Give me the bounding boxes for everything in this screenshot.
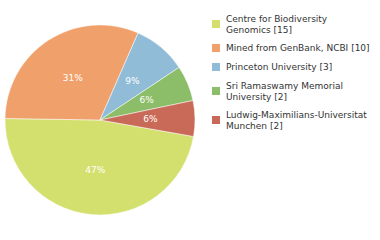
svg-text:Princeton University [3]: Princeton University [3] (226, 62, 332, 72)
svg-text:Mined from GenBank, NCBI [10]: Mined from GenBank, NCBI [10] (226, 43, 370, 53)
svg-text:31%: 31% (63, 73, 83, 83)
svg-text:6%: 6% (143, 114, 158, 124)
svg-text:Sri Ramaswamy Memorial: Sri Ramaswamy Memorial (226, 81, 343, 91)
svg-text:Ludwig-Maximilians-Universitat: Ludwig-Maximilians-Universitat (226, 110, 367, 120)
svg-text:Genomics [15]: Genomics [15] (226, 25, 292, 35)
svg-text:Centre for Biodiversity: Centre for Biodiversity (226, 14, 328, 24)
svg-text:Munchen [2]: Munchen [2] (226, 121, 283, 131)
svg-text:6%: 6% (139, 95, 154, 105)
svg-text:9%: 9% (125, 76, 140, 86)
svg-text:47%: 47% (85, 165, 105, 175)
svg-text:University [2]: University [2] (226, 92, 287, 102)
